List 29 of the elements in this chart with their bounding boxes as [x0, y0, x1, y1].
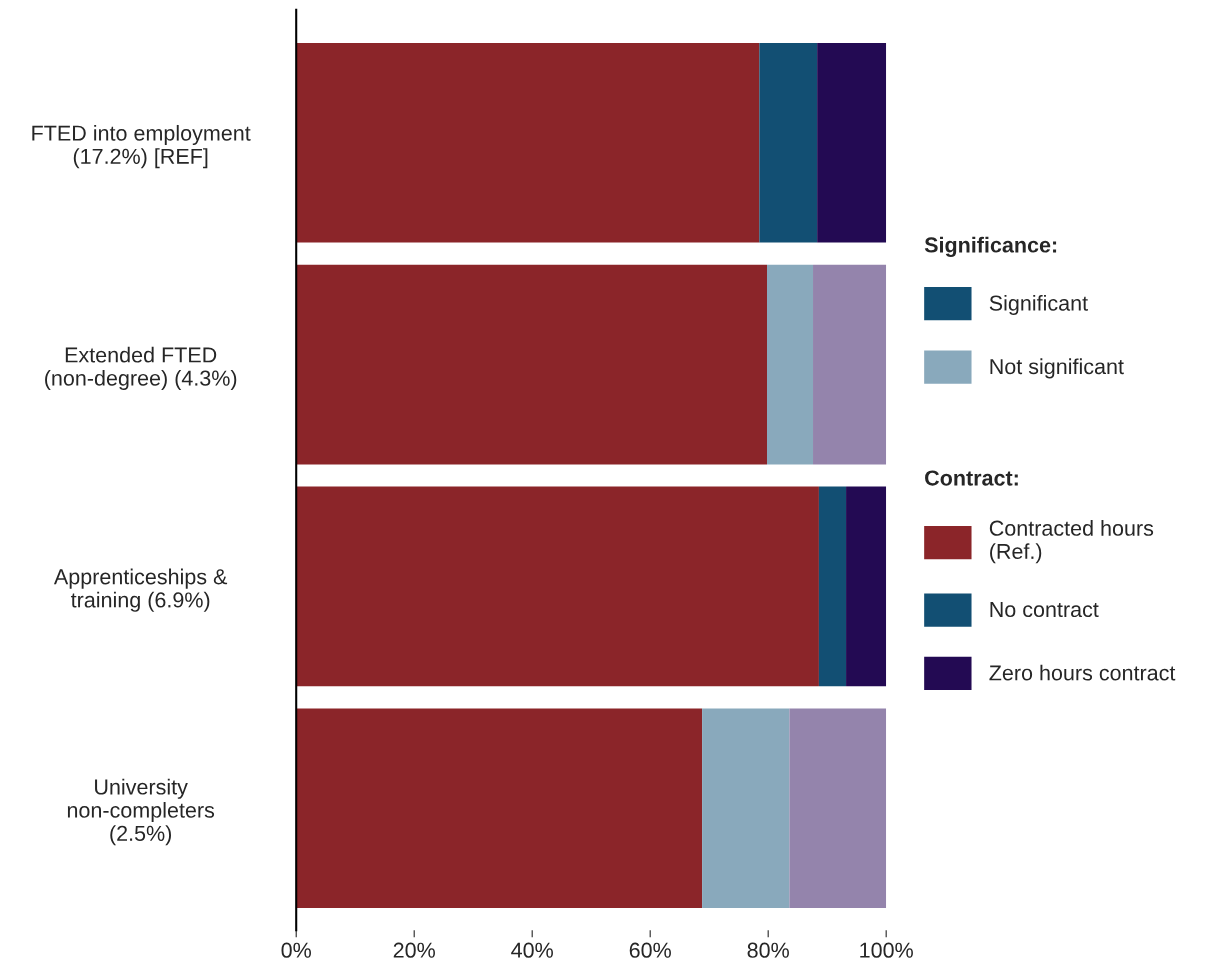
bar	[296, 42, 760, 243]
y-tick-label: Apprenticeships & training (6.9%)	[53, 568, 228, 612]
x-tick-label: 60%	[629, 942, 671, 958]
x-tick-label: 40%	[511, 942, 553, 958]
bar	[813, 264, 887, 465]
text: Significance:	[924, 236, 1057, 257]
x-tick-label: 80%	[747, 942, 789, 958]
x-tick-label: 0%	[281, 942, 311, 958]
y-tick-label: Extended FTED (non-degree) (4.3%)	[45, 346, 237, 391]
legend-label: Contracted hours (Ref.)	[989, 520, 1154, 564]
y-tick-label: FTED into employment (17.2%) [REF]	[32, 124, 251, 169]
bar	[296, 708, 703, 909]
legend-label: Zero hours contract	[989, 664, 1176, 681]
bar	[767, 264, 814, 465]
bar	[846, 486, 887, 687]
x-tick-label: 100%	[860, 942, 913, 958]
bar	[817, 42, 887, 243]
legend-label: Significant	[989, 294, 1088, 316]
y-tick-label: University non-completers (2.5%)	[67, 778, 215, 846]
x-tick-label: 20%	[393, 942, 435, 958]
bar	[759, 42, 818, 243]
bar	[702, 708, 790, 909]
bar	[296, 264, 767, 465]
bar	[296, 486, 819, 687]
text: Contract:	[925, 470, 1018, 486]
legend-label: No contract	[990, 602, 1099, 618]
bar	[818, 486, 847, 687]
bar	[789, 708, 887, 909]
legend-label: Not significant	[990, 358, 1124, 379]
